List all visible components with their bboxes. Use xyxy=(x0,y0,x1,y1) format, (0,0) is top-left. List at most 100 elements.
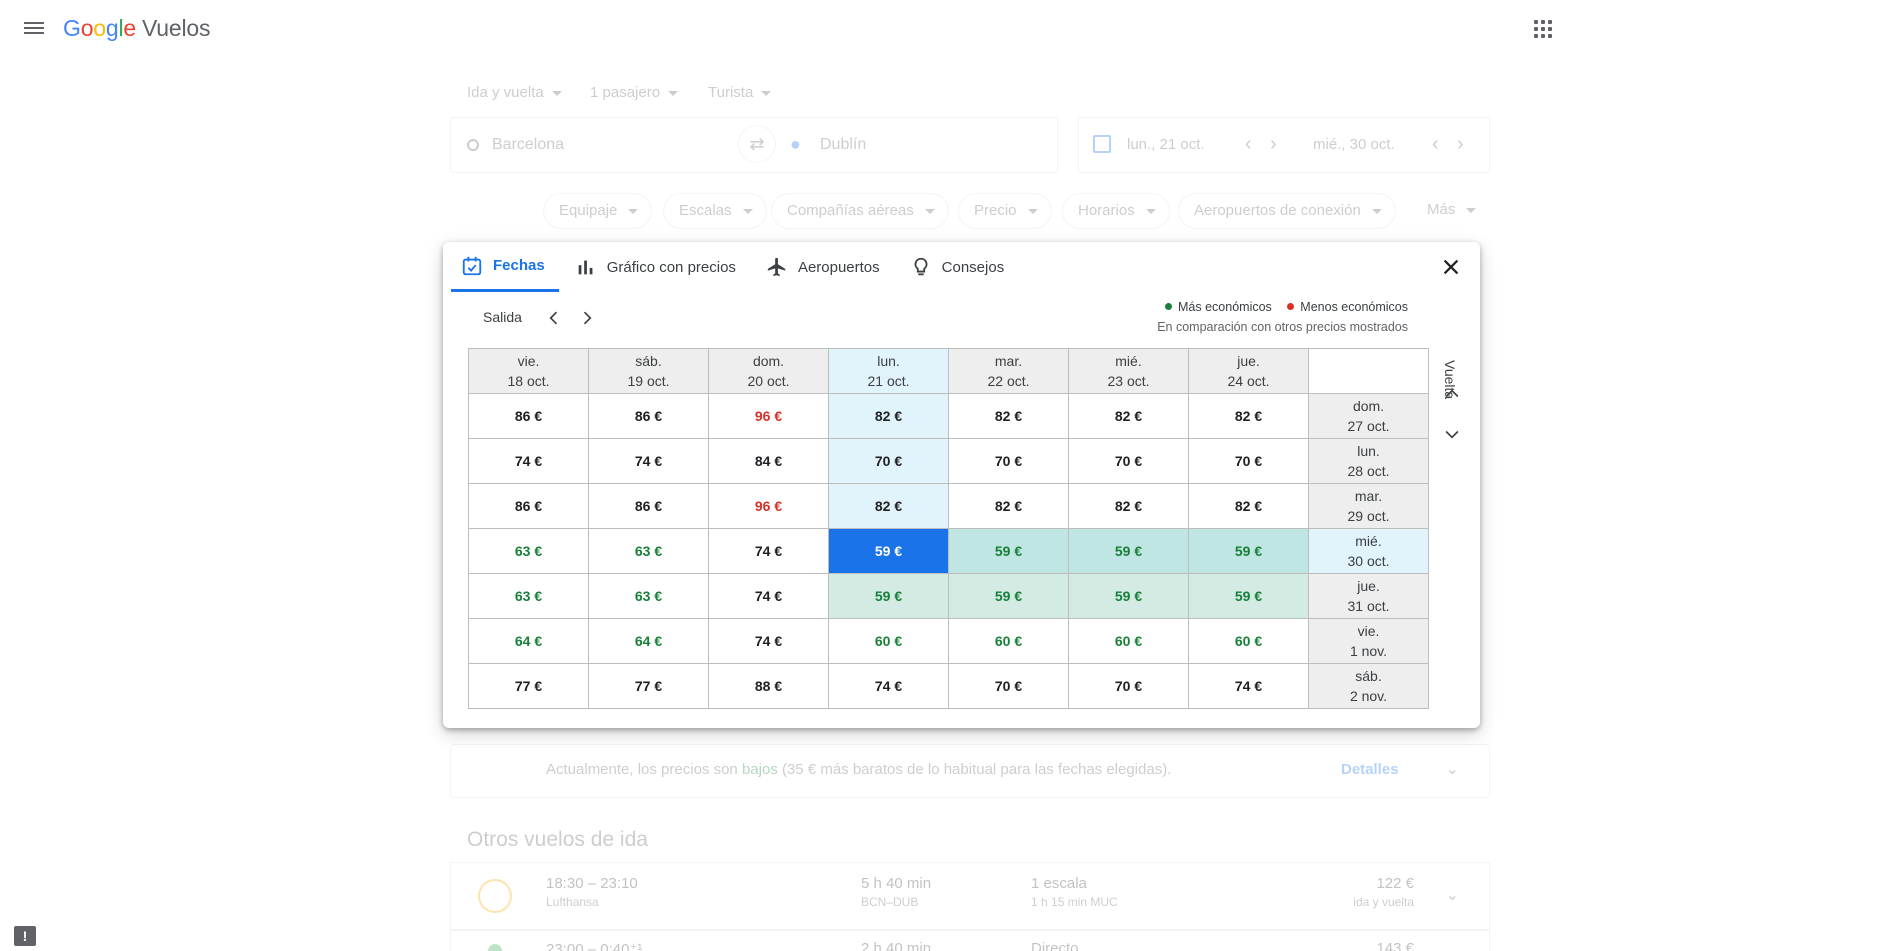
trip-type-select[interactable]: Ida y vuelta xyxy=(467,84,562,101)
tab-airports[interactable]: Aeropuertos xyxy=(756,242,894,292)
return-date-prev-icon[interactable]: ‹ xyxy=(1432,133,1439,155)
return-prev-icon[interactable] xyxy=(1442,384,1462,404)
filter-chip-times[interactable]: Horarios xyxy=(1062,193,1170,229)
price-cell[interactable]: 77 € xyxy=(468,663,589,709)
feedback-icon[interactable]: ! xyxy=(14,926,36,946)
price-cell[interactable]: 74 € xyxy=(708,573,829,619)
passengers-select[interactable]: 1 pasajero xyxy=(590,84,678,101)
price-row: 77 €77 €88 €74 €70 €70 €74 € sáb. 2 nov. xyxy=(468,663,1429,709)
insight-details-link[interactable]: Detalles xyxy=(1341,761,1399,778)
origin-input[interactable]: Barcelona xyxy=(492,136,565,153)
header-date: 2 nov. xyxy=(1349,688,1388,704)
price-cell[interactable]: 59 € xyxy=(1068,528,1189,574)
price-cell[interactable]: 63 € xyxy=(468,573,589,619)
price-cell[interactable]: 70 € xyxy=(948,663,1069,709)
price-cell[interactable]: 59 € xyxy=(948,573,1069,619)
departure-next-icon[interactable] xyxy=(577,308,597,328)
chevron-down-icon[interactable]: ⌄ xyxy=(1445,887,1459,904)
legend-expensive-label: Menos económicos xyxy=(1300,300,1408,314)
price-cell[interactable]: 77 € xyxy=(588,663,709,709)
price-cell[interactable]: 82 € xyxy=(1188,393,1309,439)
price-cell[interactable]: 59 € xyxy=(828,573,949,619)
airline-logo-icon xyxy=(488,944,502,951)
price-cell[interactable]: 82 € xyxy=(828,483,949,529)
destination-input[interactable]: Dublín xyxy=(820,136,867,153)
price-cell[interactable]: 63 € xyxy=(468,528,589,574)
google-flights-logo[interactable]: Google Vuelos xyxy=(63,15,210,42)
price-cell[interactable]: 60 € xyxy=(948,618,1069,664)
filter-chip-stops[interactable]: Escalas xyxy=(663,193,767,229)
tab-tips[interactable]: Consejos xyxy=(900,242,1019,292)
header-date: 21 oct. xyxy=(867,373,910,389)
tab-dates[interactable]: Fechas xyxy=(451,242,559,292)
price-cell[interactable]: 74 € xyxy=(708,618,829,664)
swap-icon[interactable]: ⇄ xyxy=(738,125,776,163)
price-cell[interactable]: 86 € xyxy=(588,393,709,439)
filter-chip-price[interactable]: Precio xyxy=(958,193,1052,229)
departure-prev-icon[interactable] xyxy=(544,308,564,328)
price-cell[interactable]: 60 € xyxy=(1068,618,1189,664)
price-cell[interactable]: 70 € xyxy=(1068,663,1189,709)
price-cell[interactable]: 59 € xyxy=(1188,528,1309,574)
price-cell[interactable]: 82 € xyxy=(1068,483,1189,529)
price-cell[interactable]: 70 € xyxy=(828,438,949,484)
price-cell[interactable]: 70 € xyxy=(1068,438,1189,484)
apps-grid-icon[interactable] xyxy=(1534,20,1552,38)
return-next-icon[interactable] xyxy=(1442,424,1462,444)
price-cell[interactable]: 82 € xyxy=(1188,483,1309,529)
return-date-input[interactable]: mié., 30 oct. xyxy=(1313,136,1395,153)
filter-chip-airlines[interactable]: Compañías aéreas xyxy=(771,193,949,229)
header-date: 30 oct. xyxy=(1347,553,1390,569)
price-cell[interactable]: 70 € xyxy=(1188,438,1309,484)
header-date: 28 oct. xyxy=(1347,463,1390,479)
tab-label: Fechas xyxy=(493,257,545,274)
price-insight-row[interactable]: Actualmente, los precios son bajos (35 €… xyxy=(450,744,1490,798)
price-cell[interactable]: 74 € xyxy=(468,438,589,484)
chevron-down-icon[interactable]: ⌄ xyxy=(1445,761,1459,778)
price-cell[interactable]: 82 € xyxy=(828,393,949,439)
price-cell[interactable]: 70 € xyxy=(948,438,1069,484)
price-cell[interactable]: 59 € xyxy=(1188,573,1309,619)
close-icon[interactable] xyxy=(1440,256,1462,278)
price-cell[interactable]: 86 € xyxy=(468,483,589,529)
price-cell[interactable]: 74 € xyxy=(828,663,949,709)
price-grid-dialog: Fechas Gráfico con precios Aeropuertos C… xyxy=(443,242,1480,728)
cabin-class-select[interactable]: Turista xyxy=(708,84,771,101)
depart-date-prev-icon[interactable]: ‹ xyxy=(1245,133,1252,155)
departure-date-header: mar. 22 oct. xyxy=(948,348,1069,394)
logo-letter: e xyxy=(123,15,136,41)
price-cell[interactable]: 86 € xyxy=(588,483,709,529)
price-cell[interactable]: 82 € xyxy=(948,393,1069,439)
price-cell[interactable]: 82 € xyxy=(948,483,1069,529)
return-date-next-icon[interactable]: › xyxy=(1457,133,1464,155)
filter-chip-more[interactable]: Más xyxy=(1412,193,1489,229)
tab-price-graph[interactable]: Gráfico con precios xyxy=(565,242,750,292)
price-cell[interactable]: 64 € xyxy=(468,618,589,664)
price-cell[interactable]: 59 € xyxy=(828,528,949,574)
price-cell[interactable]: 74 € xyxy=(708,528,829,574)
menu-icon[interactable] xyxy=(22,19,46,37)
price-cell[interactable]: 74 € xyxy=(588,438,709,484)
price-cell[interactable]: 63 € xyxy=(588,573,709,619)
price-cell[interactable]: 86 € xyxy=(468,393,589,439)
price-cell[interactable]: 82 € xyxy=(1068,393,1189,439)
depart-date-next-icon[interactable]: › xyxy=(1270,133,1277,155)
price-cell[interactable]: 84 € xyxy=(708,438,829,484)
price-cell[interactable]: 60 € xyxy=(1188,618,1309,664)
price-cell[interactable]: 96 € xyxy=(708,483,829,529)
price-cell[interactable]: 64 € xyxy=(588,618,709,664)
price-cell[interactable]: 60 € xyxy=(828,618,949,664)
price-cell[interactable]: 63 € xyxy=(588,528,709,574)
price-cell[interactable]: 96 € xyxy=(708,393,829,439)
flight-row[interactable]: 23:00 – 0:40⁺¹ 2 h 40 min Directo 143 € xyxy=(450,930,1490,951)
depart-date-input[interactable]: lun., 21 oct. xyxy=(1127,136,1205,153)
price-cell[interactable]: 88 € xyxy=(708,663,829,709)
filter-chip-connecting-airports[interactable]: Aeropuertos de conexión xyxy=(1178,193,1396,229)
filter-chip-baggage[interactable]: Equipaje xyxy=(543,193,653,229)
price-cell[interactable]: 59 € xyxy=(948,528,1069,574)
header-date: 23 oct. xyxy=(1107,373,1150,389)
price-cell[interactable]: 59 € xyxy=(1068,573,1189,619)
price-cell[interactable]: 74 € xyxy=(1188,663,1309,709)
flight-row[interactable]: 18:30 – 23:10 Lufthansa 5 h 40 min BCN–DUB… xyxy=(450,862,1490,930)
